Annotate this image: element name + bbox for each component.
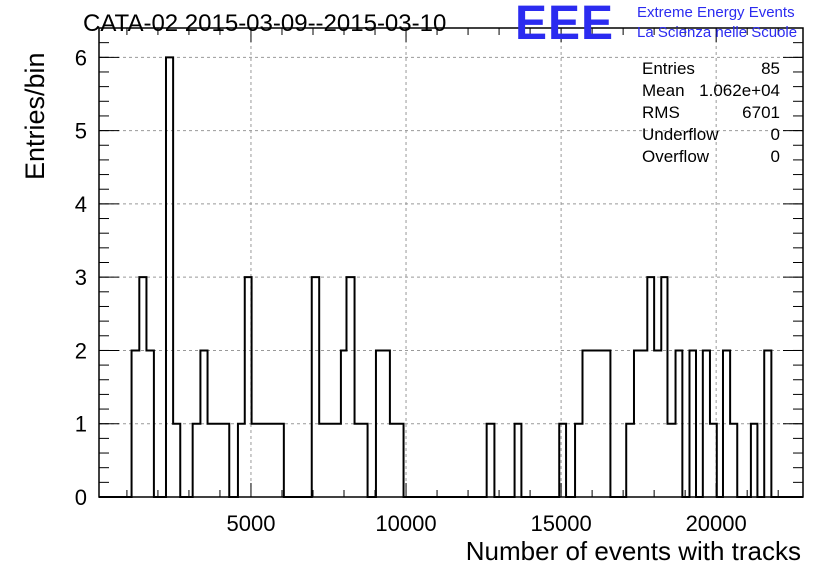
y-axis-label: Entries/bin bbox=[20, 52, 50, 180]
histogram-bin bbox=[139, 277, 146, 497]
stats-row-rms: RMS 6701 bbox=[642, 103, 780, 125]
histogram-bin bbox=[515, 424, 522, 497]
y-tick-label: 4 bbox=[75, 192, 87, 217]
x-axis-label: Number of events with tracks bbox=[465, 536, 801, 566]
histogram-outline bbox=[99, 56, 803, 498]
stats-row-overflow: Overflow 0 bbox=[642, 147, 780, 169]
y-tick-label: 1 bbox=[75, 412, 87, 437]
histogram-bin bbox=[626, 424, 634, 497]
stats-label: RMS bbox=[642, 103, 680, 122]
stats-row-underflow: Underflow 0 bbox=[642, 125, 780, 147]
histogram-bin bbox=[647, 277, 654, 497]
y-tick-label: 2 bbox=[75, 338, 87, 363]
histogram-bin bbox=[319, 424, 341, 497]
histogram-bin bbox=[312, 277, 319, 497]
histogram-bin bbox=[559, 424, 566, 497]
x-tick-label: 10000 bbox=[375, 511, 436, 536]
logo-line-2: La Scienza nelle Scuole bbox=[637, 24, 798, 41]
plot-frame bbox=[98, 27, 804, 498]
x-tick-label: 20000 bbox=[686, 511, 747, 536]
histogram-bin bbox=[252, 424, 284, 497]
logo-caption: Extreme Energy Events La Scienza nelle S… bbox=[637, 3, 797, 43]
stats-value: 6701 bbox=[742, 103, 780, 122]
stats-label: Overflow bbox=[642, 147, 710, 166]
stats-row-mean: Mean 1.062e+04 bbox=[642, 81, 780, 103]
histogram-bin bbox=[575, 424, 582, 497]
y-tick-label: 5 bbox=[75, 119, 87, 144]
stats-label: Underflow bbox=[642, 125, 719, 144]
x-tick-label: 5000 bbox=[226, 511, 275, 536]
y-tick-label: 3 bbox=[75, 265, 87, 290]
histogram-bin bbox=[667, 424, 675, 497]
histogram-bin bbox=[346, 277, 354, 497]
histogram-bin bbox=[390, 424, 404, 497]
stats-value: 1.062e+04 bbox=[699, 81, 780, 100]
histogram-bin bbox=[193, 424, 201, 497]
x-tick-label: 15000 bbox=[531, 511, 592, 536]
histogram-bin bbox=[173, 424, 180, 497]
logo-line-1: Extreme Energy Events bbox=[637, 4, 795, 21]
histogram-bin bbox=[238, 424, 245, 497]
histogram-bin bbox=[355, 424, 368, 497]
stats-label: Mean bbox=[642, 81, 685, 100]
eee-logo: EEE bbox=[515, 0, 615, 50]
histogram-bin bbox=[487, 424, 495, 497]
histogram-bin bbox=[730, 424, 737, 497]
y-tick-label: 0 bbox=[75, 485, 87, 510]
histogram-bin bbox=[208, 424, 230, 497]
chart-title: CATA-02 2015-03-09--2015-03-10 bbox=[83, 10, 447, 37]
stats-label: Entries bbox=[642, 59, 695, 78]
stats-row-entries: Entries 85 bbox=[642, 59, 780, 81]
stats-value: 0 bbox=[770, 147, 780, 166]
tick-labels: 0 1 2 3 4 5 6 5000 10000 15000 20000 bbox=[75, 45, 747, 536]
stats-value: 0 bbox=[770, 125, 780, 144]
stats-value: 85 bbox=[761, 59, 780, 78]
y-tick-label: 6 bbox=[75, 45, 87, 70]
stats-box: Entries 85 Mean 1.062e+04 RMS 6701 Under… bbox=[642, 59, 780, 169]
